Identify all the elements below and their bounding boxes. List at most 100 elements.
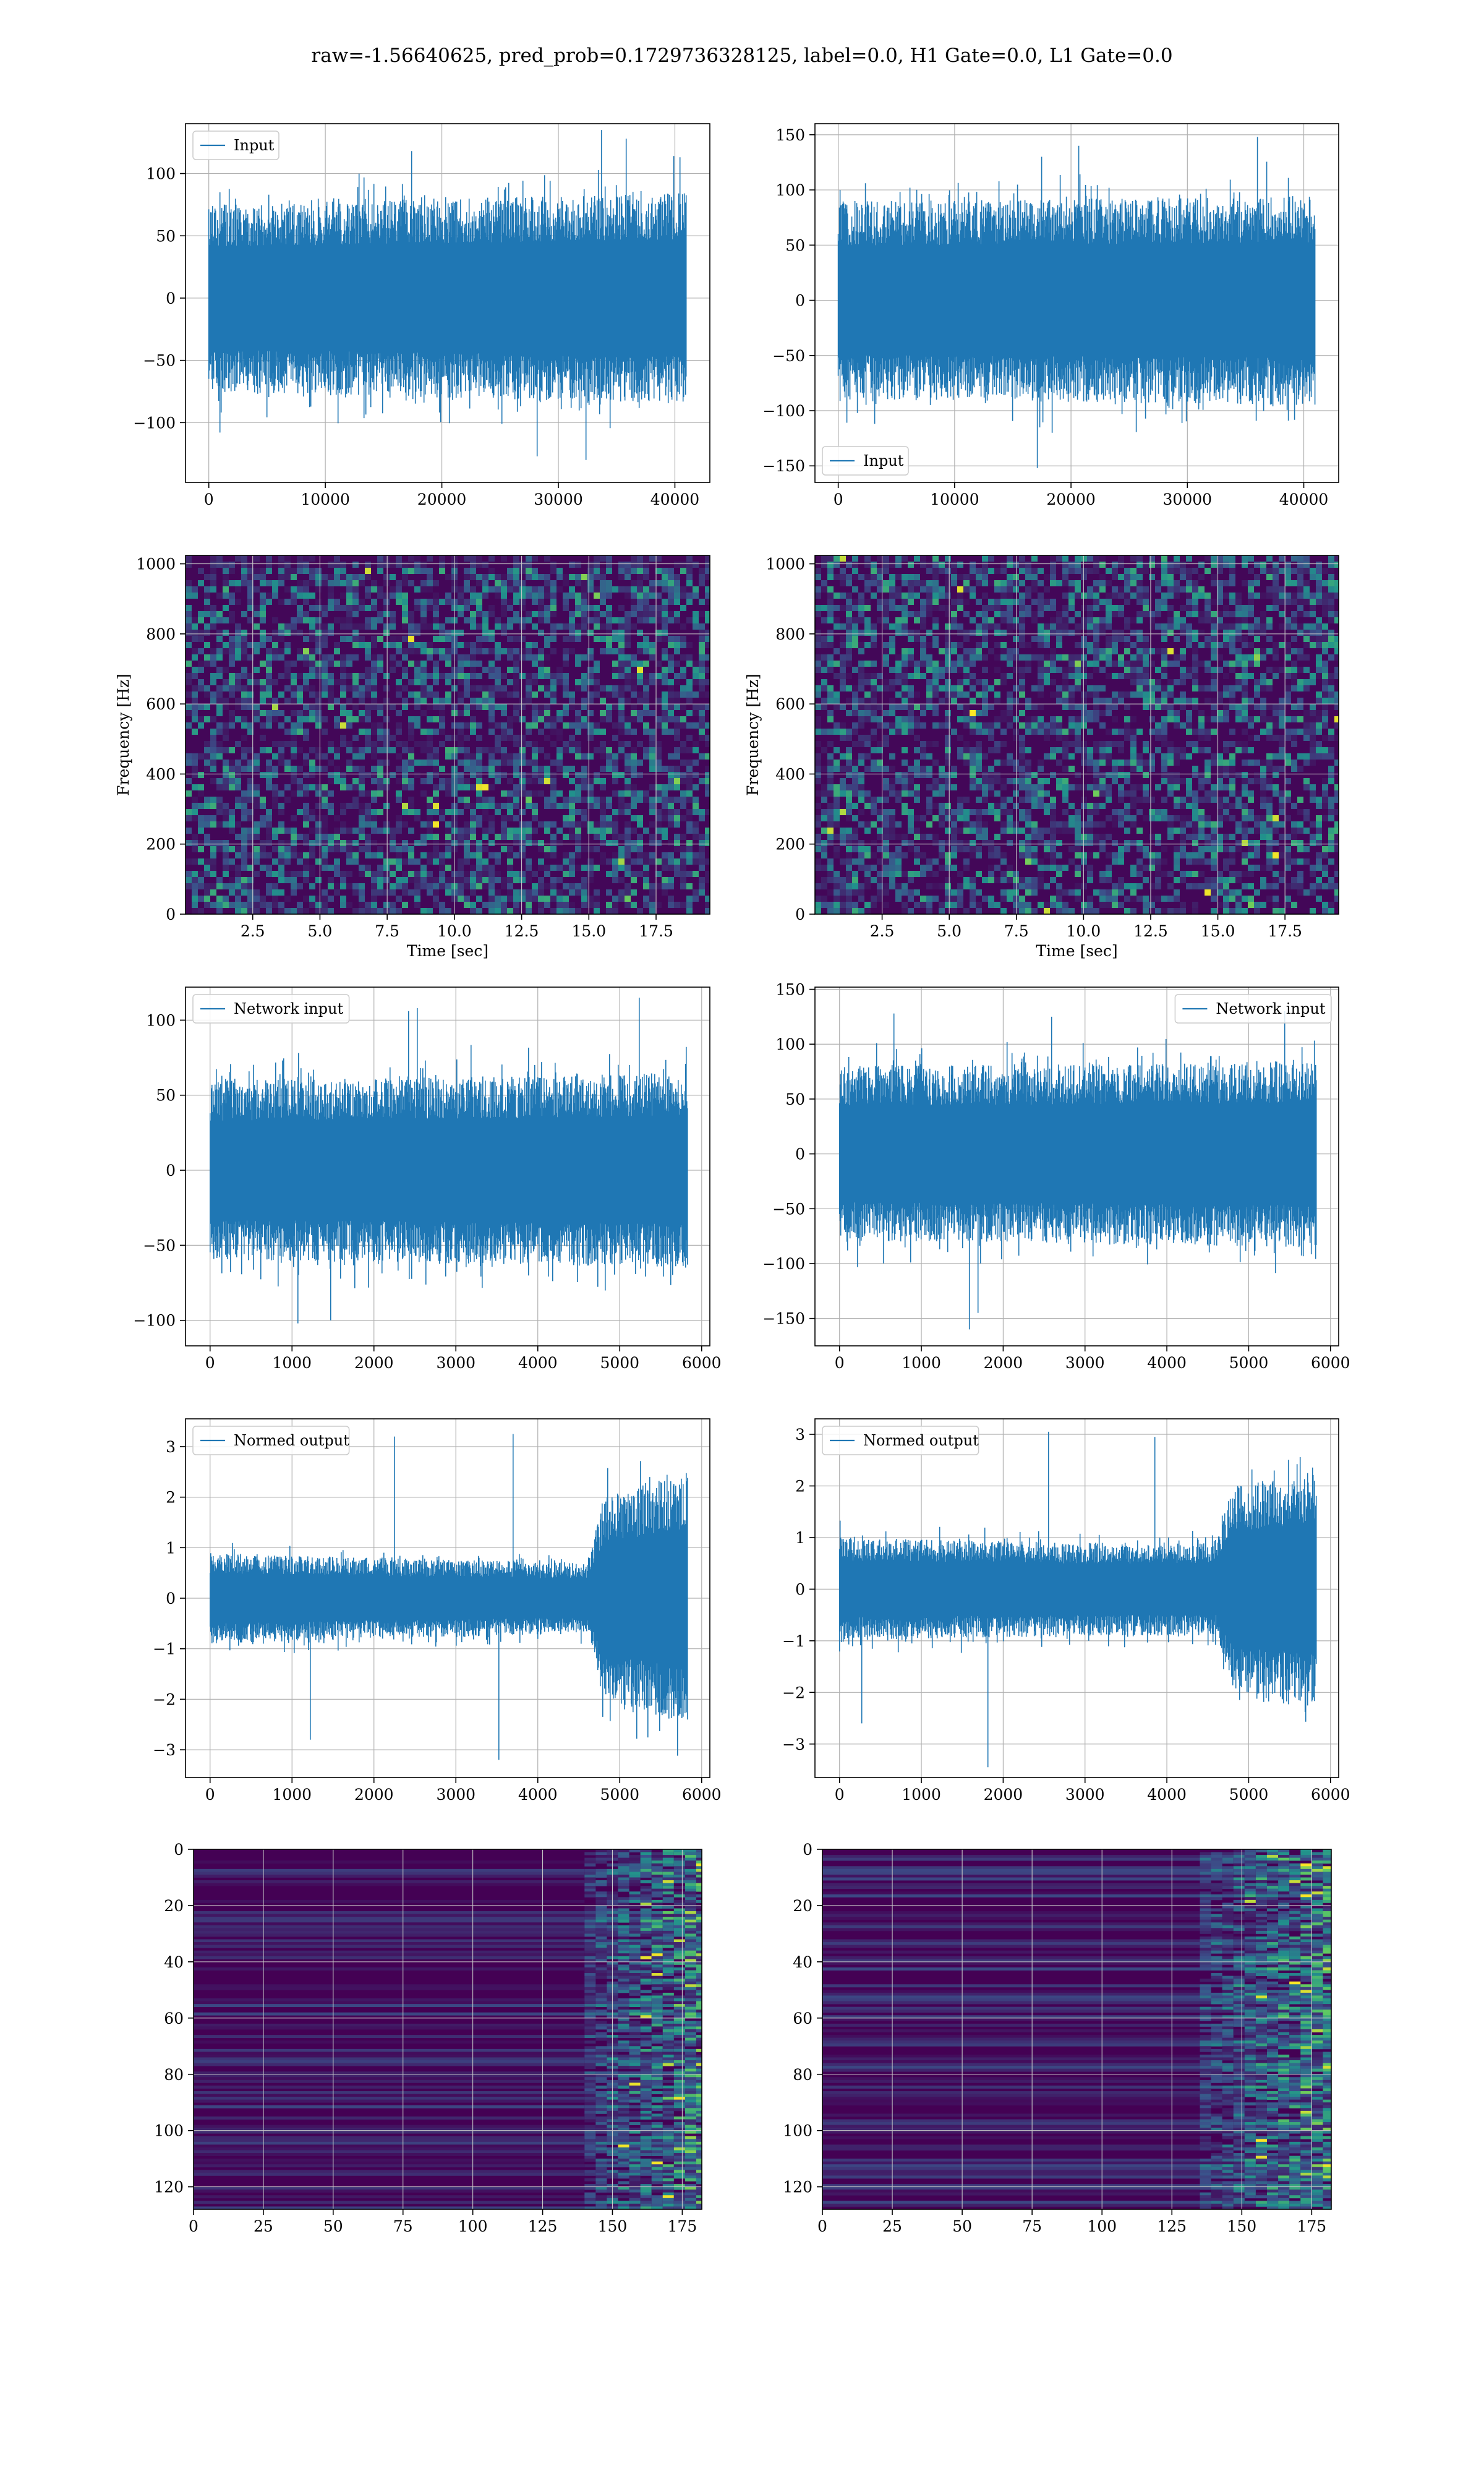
spectrogram-cell bbox=[908, 586, 914, 593]
spectrogram-cell bbox=[513, 673, 519, 679]
spectrogram-cell bbox=[945, 747, 951, 753]
spectrogram-cell bbox=[1000, 673, 1007, 679]
spectrogram-cell bbox=[1279, 586, 1285, 593]
spectrogram-cell bbox=[1019, 654, 1025, 661]
spectrogram-cell bbox=[501, 908, 507, 914]
spectrogram-cell bbox=[1050, 605, 1056, 611]
spectrogram-cell bbox=[470, 846, 476, 852]
spectrogram-cell bbox=[556, 679, 563, 685]
spectrogram-cell bbox=[198, 611, 204, 617]
spectrogram-cell bbox=[229, 902, 235, 908]
spectrogram-cell bbox=[569, 803, 575, 809]
spectrogram-cell bbox=[1316, 667, 1322, 673]
spectrogram-cell bbox=[864, 642, 871, 648]
spectrogram-cell bbox=[618, 747, 625, 753]
spectrogram-cell bbox=[278, 846, 284, 852]
spectrogram-cell bbox=[241, 642, 247, 648]
spectrogram-cell bbox=[315, 840, 322, 846]
spectrogram-cell bbox=[445, 840, 451, 846]
spectrogram-cell bbox=[241, 840, 247, 846]
spectrogram-cell bbox=[1279, 623, 1285, 630]
spectrogram-cell bbox=[383, 704, 390, 710]
spectrogram-cell bbox=[1062, 580, 1068, 586]
spectrogram-cell bbox=[908, 766, 914, 772]
spectrogram-cell bbox=[420, 617, 427, 623]
spectrogram-cell bbox=[390, 623, 396, 630]
spectrogram-cell bbox=[186, 809, 192, 815]
spectrogram-cell bbox=[1291, 568, 1297, 574]
spectrogram-cell bbox=[618, 623, 625, 630]
spectrogram-cell bbox=[408, 846, 414, 852]
spectrogram-cell bbox=[507, 617, 513, 623]
spectrogram-cell bbox=[470, 685, 476, 691]
spectrogram-cell bbox=[204, 834, 210, 840]
spectrogram-cell bbox=[821, 698, 827, 704]
spectrogram-cell bbox=[297, 611, 303, 617]
spectrogram-cell bbox=[513, 790, 519, 797]
spectrogram-cell bbox=[821, 667, 827, 673]
spectrogram-cell bbox=[1136, 562, 1143, 568]
spectrogram-cell bbox=[445, 617, 451, 623]
spectrogram-cell bbox=[334, 722, 340, 729]
spectrogram-cell bbox=[563, 648, 569, 654]
spectrogram-cell bbox=[705, 784, 710, 790]
spectrogram-cell bbox=[1223, 685, 1229, 691]
spectrogram-cell bbox=[1143, 772, 1149, 778]
spectrogram-cell bbox=[427, 828, 433, 834]
spectrogram-cell bbox=[815, 722, 821, 729]
spectrogram-cell bbox=[662, 630, 668, 636]
spectrogram-cell bbox=[1303, 599, 1310, 605]
spectrogram-cell bbox=[396, 586, 402, 593]
spectrogram-cell bbox=[1285, 673, 1291, 679]
spectrogram-cell bbox=[315, 790, 322, 797]
spectrogram-cell bbox=[1025, 716, 1031, 722]
spectrogram-cell bbox=[988, 555, 994, 562]
spectrogram-cell bbox=[278, 760, 284, 766]
spectrogram-cell bbox=[662, 889, 668, 896]
spectrogram-cell bbox=[1328, 580, 1334, 586]
spectrogram-cell bbox=[383, 729, 390, 735]
spectrogram-cell bbox=[625, 772, 631, 778]
spectrogram-cell bbox=[278, 691, 284, 698]
spectrogram-cell bbox=[951, 691, 957, 698]
spectrogram-cell bbox=[328, 908, 334, 914]
spectrogram-cell bbox=[1322, 586, 1328, 593]
spectrogram-cell bbox=[1000, 593, 1007, 599]
spectrogram-cell bbox=[303, 593, 309, 599]
spectrogram-cell bbox=[877, 586, 883, 593]
spectrogram-cell bbox=[550, 760, 556, 766]
spectrogram-cell bbox=[544, 896, 550, 902]
spectrogram-cell bbox=[272, 593, 278, 599]
spectrogram-cell bbox=[693, 760, 699, 766]
spectrogram-cell bbox=[439, 654, 445, 661]
spectrogram-cell bbox=[229, 809, 235, 815]
spectrogram-cell bbox=[1124, 586, 1130, 593]
spectrogram-cell bbox=[544, 704, 550, 710]
spectrogram-cell bbox=[390, 667, 396, 673]
spectrogram-cell bbox=[433, 846, 439, 852]
spectrogram-cell bbox=[544, 846, 550, 852]
spectrogram-cell bbox=[1161, 562, 1167, 568]
spectrogram-cell bbox=[1025, 704, 1031, 710]
spectrogram-cell bbox=[1136, 766, 1143, 772]
spectrogram-cell bbox=[705, 642, 710, 648]
spectrogram-cell bbox=[1260, 704, 1266, 710]
spectrogram-cell bbox=[445, 778, 451, 784]
spectrogram-cell bbox=[192, 753, 198, 760]
spectrogram-cell bbox=[235, 679, 241, 685]
spectrogram-cell bbox=[1248, 673, 1254, 679]
spectrogram-cell bbox=[427, 729, 433, 735]
spectrogram-cell bbox=[488, 852, 495, 858]
spectrogram-cell bbox=[631, 902, 637, 908]
spectrogram-cell bbox=[488, 889, 495, 896]
spectrogram-cell bbox=[427, 648, 433, 654]
spectrogram-cell bbox=[284, 784, 291, 790]
spectrogram-cell bbox=[488, 648, 495, 654]
spectrogram-cell bbox=[414, 698, 420, 704]
spectrogram-cell bbox=[235, 673, 241, 679]
spectrogram-cell bbox=[1248, 716, 1254, 722]
spectrogram-cell bbox=[1099, 710, 1106, 716]
spectrogram-cell bbox=[476, 661, 482, 667]
spectrogram-cell bbox=[365, 735, 371, 741]
spectrogram-cell bbox=[216, 753, 223, 760]
